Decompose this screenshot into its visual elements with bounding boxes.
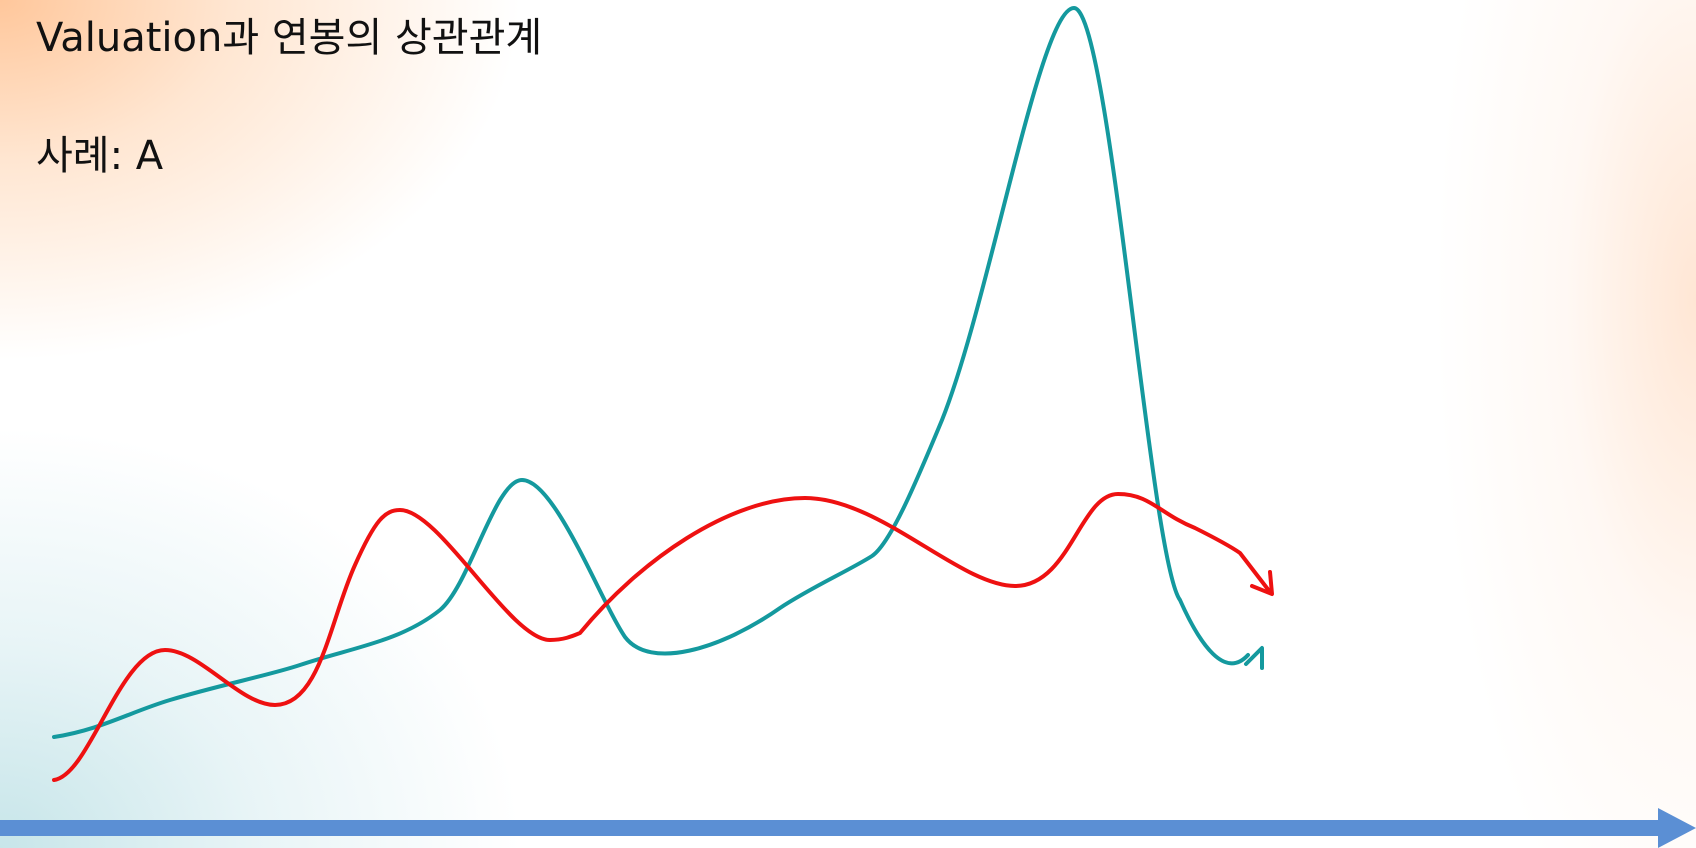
teal-curve-arrowhead — [1244, 646, 1264, 670]
timeline-arrow — [0, 808, 1696, 848]
teal-curve-line — [52, 6, 1250, 739]
red-curve-arrowhead — [1250, 570, 1274, 596]
slide-subtitle: 사례: A — [36, 133, 164, 179]
red-curve-line — [52, 492, 1272, 782]
teal-curve — [52, 6, 1264, 739]
slide-title: Valuation과 연봉의 상관관계 — [36, 15, 543, 61]
timeline-arrow-head — [1658, 808, 1696, 848]
timeline-arrow-shaft — [0, 820, 1660, 836]
red-curve — [52, 492, 1274, 782]
